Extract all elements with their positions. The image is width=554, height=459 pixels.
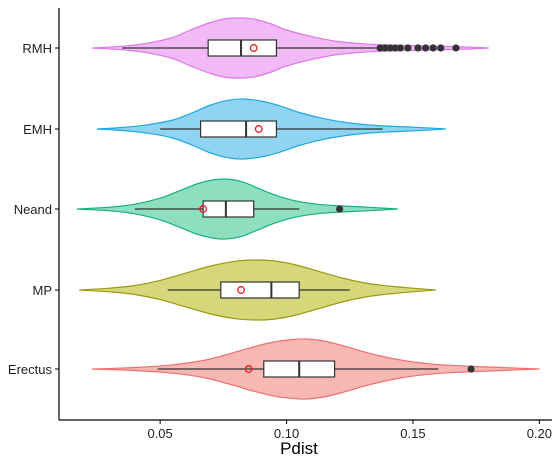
outlier-rmh-6 [414,44,422,52]
outlier-rmh-3 [391,44,399,52]
outlier-rmh-4 [396,44,404,52]
x-tick-label-1: 0.10 [274,426,299,441]
axis-ticks: RMH EMH Neand MP Erectus 0.05 0.10 0.15 0.20 [8,41,552,441]
outlier-rmh-5 [404,44,412,52]
mean-marker-neand [199,205,208,213]
outlier-rmh-0 [376,44,384,52]
axes [58,8,552,421]
outlier-rmh-1 [381,44,389,52]
outlier-rmh-7 [421,44,430,52]
violin-group-rmh [91,17,489,79]
outlier-rmh-10 [452,44,460,52]
y-tick-label-emh: EMH [23,122,52,137]
mean-marker-emh [254,125,263,133]
violin-group-erectus [91,338,540,400]
plot-area [76,17,540,400]
y-tick-label-erectus: Erectus [8,362,53,377]
box-neand [202,200,255,218]
x-tick-label-2: 0.15 [400,426,425,441]
mean-marker-erectus [244,365,253,373]
outlier-neand-0 [336,205,344,213]
y-tick-label-neand: Neand [14,202,52,217]
outlier-erectus-0 [467,365,475,373]
mean-marker-mp [237,286,245,294]
y-tick-label-rmh: RMH [22,41,52,56]
violin-group-neand [76,178,398,240]
y-tick-label-mp: MP [33,283,53,298]
x-axis-title: Pdist [280,439,318,458]
outlier-rmh-9 [437,44,445,52]
outlier-rmh-2 [386,44,394,52]
mean-marker-rmh [249,44,258,52]
violin-group-mp [79,259,436,321]
x-tick-label-0: 0.05 [147,426,172,441]
box-mp [220,281,300,299]
box-emh [199,120,278,138]
outlier-rmh-8 [429,44,437,52]
box-rmh [207,39,278,57]
x-tick-label-3: 0.20 [527,426,552,441]
violin-group-emh [96,98,446,160]
